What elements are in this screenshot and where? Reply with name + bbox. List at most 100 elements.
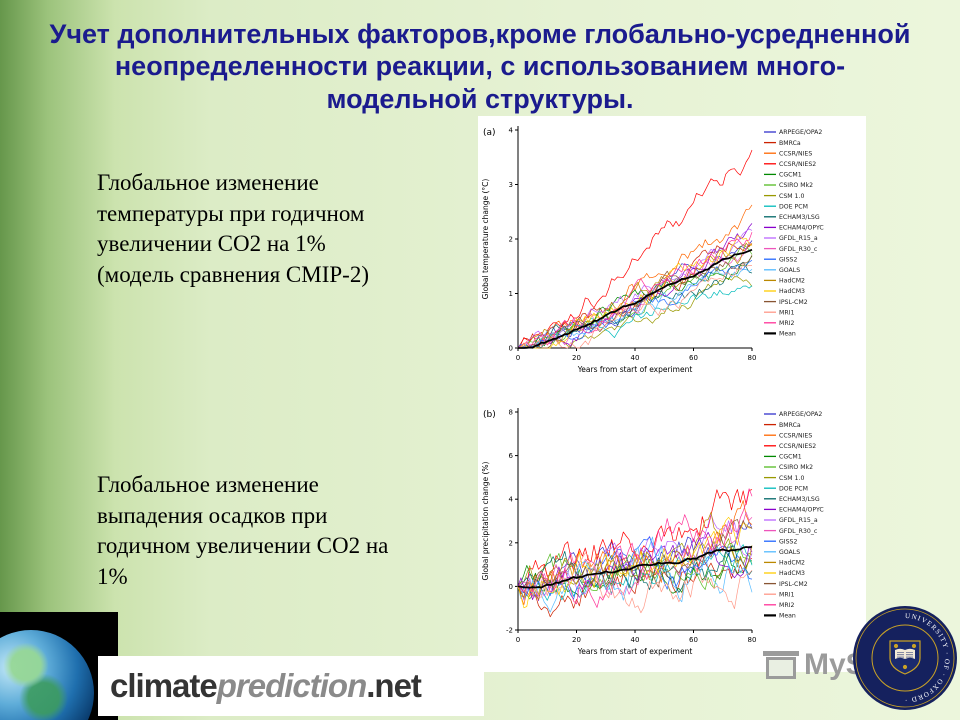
x-tick-label: 0 xyxy=(516,636,520,644)
series-line-ECHAM4/OPYC xyxy=(517,531,753,601)
legend-label: MRI1 xyxy=(779,309,794,316)
y-tick-label: 4 xyxy=(509,496,514,504)
legend-label: IPSL-CM2 xyxy=(779,581,808,588)
legend-label: ECHAM3/LSG xyxy=(779,214,820,221)
legend-label: ARPEGE/OPA2 xyxy=(779,411,822,418)
legend-label: DOE PCM xyxy=(779,203,808,210)
y-tick-label: 0 xyxy=(509,583,513,591)
x-tick-label: 40 xyxy=(631,636,640,644)
y-tick-label: 1 xyxy=(509,290,513,298)
y-tick-label: -2 xyxy=(506,627,513,635)
y-tick-label: 4 xyxy=(509,127,514,135)
legend-label: CSIRO Mk2 xyxy=(779,182,813,189)
legend-label: GFDL_R30_c xyxy=(779,246,818,253)
series-line-HadCM2 xyxy=(517,242,753,349)
series-line-GFDL_R15_a xyxy=(517,228,753,349)
x-tick-label: 20 xyxy=(572,636,581,644)
crest-open-book-icon xyxy=(895,648,915,659)
legend-label: GFDL_R15_a xyxy=(779,235,818,242)
y-tick-label: 0 xyxy=(509,345,513,353)
series-line-ECHAM3/LSG xyxy=(517,545,753,593)
legend-label: MRI2 xyxy=(779,320,794,327)
charts-figure: (a) 0 1 2 3 4 0 20 40 60 80 Years from start of exp… xyxy=(478,116,866,672)
x-tick-label: 60 xyxy=(689,636,698,644)
legend-label: MRI1 xyxy=(779,591,794,598)
y-axis-title: Global temperature change (°C) xyxy=(481,179,490,300)
x-tick-label: 40 xyxy=(631,354,640,362)
y-tick-label: 2 xyxy=(509,539,513,547)
text-line: 1% xyxy=(97,563,128,589)
legend-label: Mean xyxy=(779,331,796,338)
x-tick-label: 80 xyxy=(748,354,757,362)
text-block-precipitation: Глобальное изменение выпадения осадков п… xyxy=(97,470,479,592)
title-line-2: неопределенности реакции, с использовани… xyxy=(114,51,846,82)
legend-label: CCSR/NIES2 xyxy=(779,161,816,168)
series-line-CGCM1 xyxy=(517,255,753,349)
earth-globe-image xyxy=(0,630,94,720)
oxford-crest: UNIVERSITY · OF · OXFORD · xyxy=(853,606,957,710)
legend-label: CSIRO Mk2 xyxy=(779,464,813,471)
crest-inner-ring xyxy=(871,624,939,692)
y-tick-label: 2 xyxy=(509,236,513,244)
text-line: Глобальное изменение xyxy=(97,472,319,497)
title-line-3: модельной структуры. xyxy=(326,83,634,114)
series-line-HadCM2 xyxy=(517,512,753,600)
legend-label: HadCM3 xyxy=(779,570,805,577)
logo-text-net: .net xyxy=(366,667,422,704)
legend-label: BMRCa xyxy=(779,140,801,147)
legend-label: ARPEGE/OPA2 xyxy=(779,129,822,136)
legend-label: HadCM3 xyxy=(779,288,805,295)
x-axis-title: Years from start of experiment xyxy=(577,647,693,656)
series-line-BMRCa xyxy=(517,555,753,618)
series-line-MRI1 xyxy=(517,552,753,614)
series-line-GOALS xyxy=(517,536,753,613)
crest-book-lines xyxy=(897,652,913,658)
legend-label: BMRCa xyxy=(779,422,801,429)
title-line-1: Учет дополнительных факторов,кроме глоба… xyxy=(49,19,911,49)
series-line-HadCM3 xyxy=(517,516,753,609)
x-tick-label: 0 xyxy=(516,354,520,362)
text-line: выпадения осадков при xyxy=(97,502,328,528)
legend-label: CCSR/NIES xyxy=(779,150,812,157)
legend-label: HadCM2 xyxy=(779,560,805,567)
climateprediction-logo: climate prediction .net xyxy=(98,656,484,716)
legend-label: ECHAM4/OPYC xyxy=(779,507,824,514)
text-line: годичном увеличении CO2 на xyxy=(97,533,389,559)
text-line: (модель сравнения CMIP-2) xyxy=(97,261,369,287)
panel-label: (a) xyxy=(483,128,496,138)
series-line-MRI2 xyxy=(517,231,753,349)
y-axis-title: Global precipitation change (%) xyxy=(481,461,490,580)
logo-text-prediction: prediction xyxy=(216,667,368,704)
legend-label: GOALS xyxy=(779,267,800,274)
legend-label: HadCM2 xyxy=(779,278,805,285)
x-tick-label: 60 xyxy=(689,354,698,362)
crest-crown-icon xyxy=(911,643,917,649)
crest-crown-icon xyxy=(893,643,899,649)
legend-label: GISS2 xyxy=(779,256,797,263)
legend-label: CSM 1.0 xyxy=(779,193,804,200)
y-tick-label: 8 xyxy=(509,409,513,417)
series-line-ECHAM3/LSG xyxy=(518,261,753,349)
series-line-GOALS xyxy=(518,269,753,349)
y-tick-label: 6 xyxy=(509,452,514,460)
series-line-CCSR/NIES2 xyxy=(517,149,753,349)
text-line: увеличении CO2 на 1% xyxy=(97,231,326,257)
legend-label: CGCM1 xyxy=(779,454,802,461)
legend-label: CCSR/NIES2 xyxy=(779,443,816,450)
crest-crown-icon xyxy=(902,664,908,670)
legend-label: GOALS xyxy=(779,549,800,556)
crest-outer-ring xyxy=(855,608,955,708)
legend-label: ECHAM4/OPYC xyxy=(779,225,824,232)
text-line: температуры при годичном xyxy=(97,200,365,226)
legend-label: CCSR/NIES xyxy=(779,432,812,439)
legend-label: GFDL_R15_a xyxy=(779,517,818,524)
series-line-Mean xyxy=(517,545,753,589)
x-tick-label: 80 xyxy=(748,636,757,644)
x-axis-title: Years from start of experiment xyxy=(577,365,693,374)
legend-label: IPSL-CM2 xyxy=(779,299,808,306)
legend-label: DOE PCM xyxy=(779,485,808,492)
x-tick-label: 20 xyxy=(572,354,581,362)
legend-label: CGCM1 xyxy=(779,172,802,179)
